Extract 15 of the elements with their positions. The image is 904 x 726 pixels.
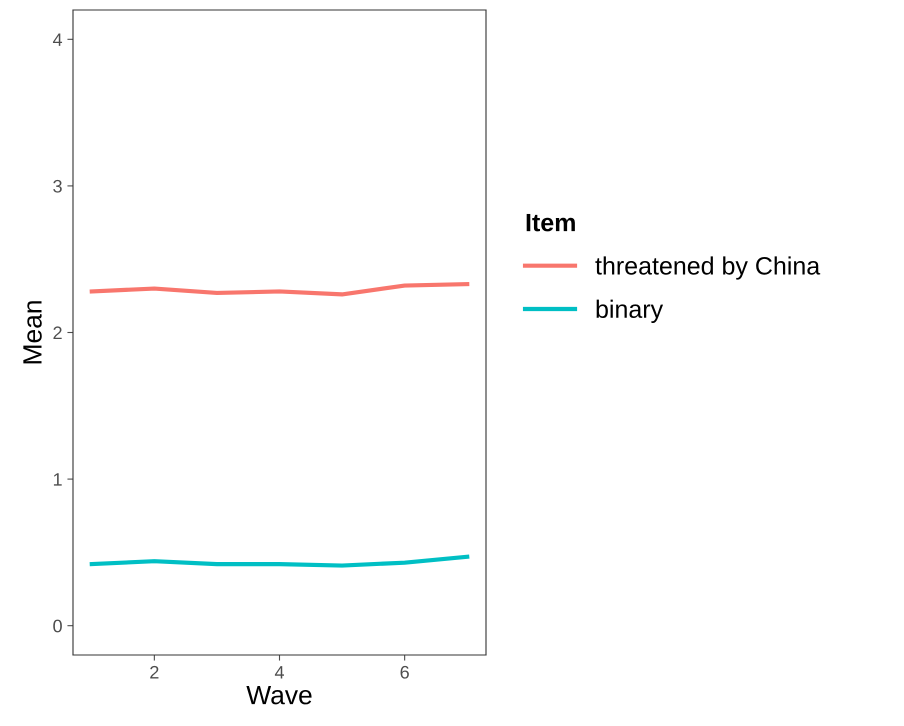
y-tick-label: 3 [53,180,62,193]
line-series [90,282,470,296]
legend-title: Item [526,214,575,232]
y-tick-label: 1 [54,473,62,486]
x-tick-label: 2 [150,666,158,678]
x-tick-label: 6 [400,666,409,679]
y-tick-label: 2 [53,326,62,340]
legend-label: binary [596,300,664,323]
y-axis-title: Mean [23,301,42,364]
y-tick-label: 0 [53,620,62,632]
x-axis-title: Wave [246,686,312,704]
y-tick-label: 4 [52,33,62,46]
x-tick-label: 4 [274,666,284,678]
legend-label: threatened by China [595,256,820,280]
line-series [90,554,470,568]
